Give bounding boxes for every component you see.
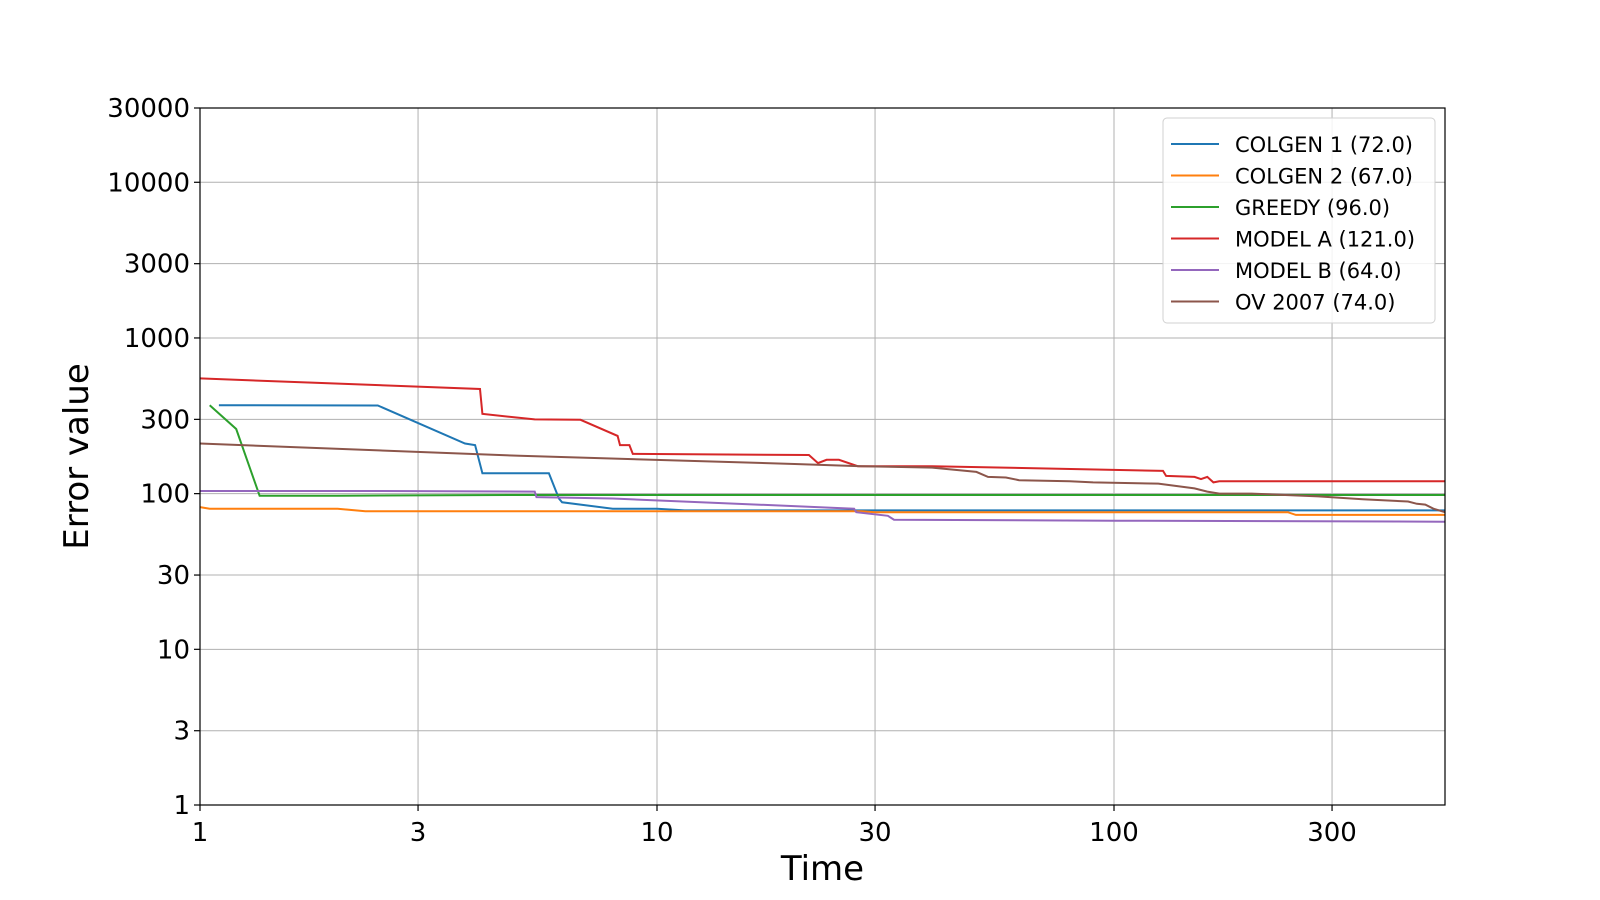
legend-label: OV 2007 (74.0) — [1235, 291, 1395, 315]
y-tick-label: 100 — [140, 480, 190, 510]
y-tick-label: 1000 — [124, 324, 190, 354]
series-line-2 — [199, 506, 1445, 516]
series-line-5 — [200, 490, 1446, 523]
y-tick-label: 1 — [173, 791, 190, 821]
y-tick-label: 300 — [140, 405, 190, 435]
axis-ticks: 1 3 10 30 100 300 1 3 10 30 100 300 1000 3000 10000 300… — [107, 94, 1357, 848]
x-tick-label: 100 — [1089, 818, 1139, 848]
x-tick-label: 10 — [640, 818, 673, 848]
y-tick-label: 3000 — [124, 250, 190, 280]
legend-label: MODEL B (64.0) — [1235, 259, 1402, 283]
plot-frame — [199, 107, 1446, 806]
y-axis-title: Error value — [57, 363, 97, 550]
y-tick-label: 10000 — [107, 168, 190, 198]
legend-label: GREEDY (96.0) — [1235, 196, 1390, 220]
series-line-4 — [199, 377, 1445, 484]
series-line-6 — [199, 442, 1446, 514]
legend-box — [1162, 117, 1436, 324]
x-tick-label: 3 — [410, 818, 427, 848]
legend: COLGEN 1 (72.0) COLGEN 2 (67.0) GREEDY (96… — [1162, 117, 1436, 324]
x-tick-label: 300 — [1307, 818, 1357, 848]
y-tick-label: 10 — [157, 635, 190, 665]
x-tick-label: 1 — [192, 818, 209, 848]
y-tick-label: 30 — [157, 561, 190, 591]
series-line-3 — [209, 404, 1445, 497]
y-tick-label: 30000 — [107, 94, 190, 124]
legend-label: MODEL A (121.0) — [1235, 228, 1415, 252]
legend-label: COLGEN 2 (67.0) — [1235, 165, 1413, 189]
x-tick-label: 30 — [859, 818, 892, 848]
x-axis-title: Time — [780, 849, 864, 889]
series-lines — [199, 377, 1446, 523]
legend-label: COLGEN 1 (72.0) — [1235, 133, 1413, 157]
y-tick-label: 3 — [173, 717, 190, 747]
